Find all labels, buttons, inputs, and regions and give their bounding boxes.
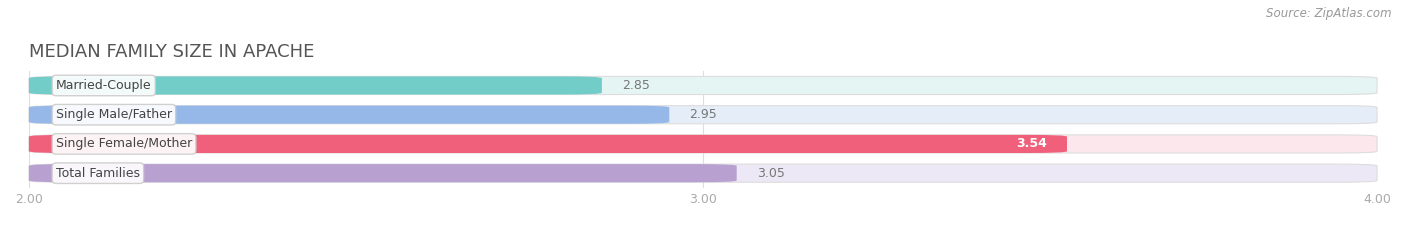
Text: 3.54: 3.54 (1017, 137, 1047, 151)
Text: Source: ZipAtlas.com: Source: ZipAtlas.com (1267, 7, 1392, 20)
Text: 2.85: 2.85 (621, 79, 650, 92)
Text: 3.05: 3.05 (756, 167, 785, 180)
FancyBboxPatch shape (30, 164, 1376, 182)
FancyBboxPatch shape (30, 106, 669, 124)
Text: Total Families: Total Families (56, 167, 141, 180)
FancyBboxPatch shape (30, 76, 602, 95)
FancyBboxPatch shape (30, 76, 1376, 95)
Text: Married-Couple: Married-Couple (56, 79, 152, 92)
FancyBboxPatch shape (30, 164, 737, 182)
FancyBboxPatch shape (30, 135, 1376, 153)
Text: 2.95: 2.95 (689, 108, 717, 121)
FancyBboxPatch shape (30, 135, 1067, 153)
FancyBboxPatch shape (30, 106, 1376, 124)
Text: Single Female/Mother: Single Female/Mother (56, 137, 193, 151)
Text: MEDIAN FAMILY SIZE IN APACHE: MEDIAN FAMILY SIZE IN APACHE (30, 43, 315, 61)
Text: Single Male/Father: Single Male/Father (56, 108, 172, 121)
